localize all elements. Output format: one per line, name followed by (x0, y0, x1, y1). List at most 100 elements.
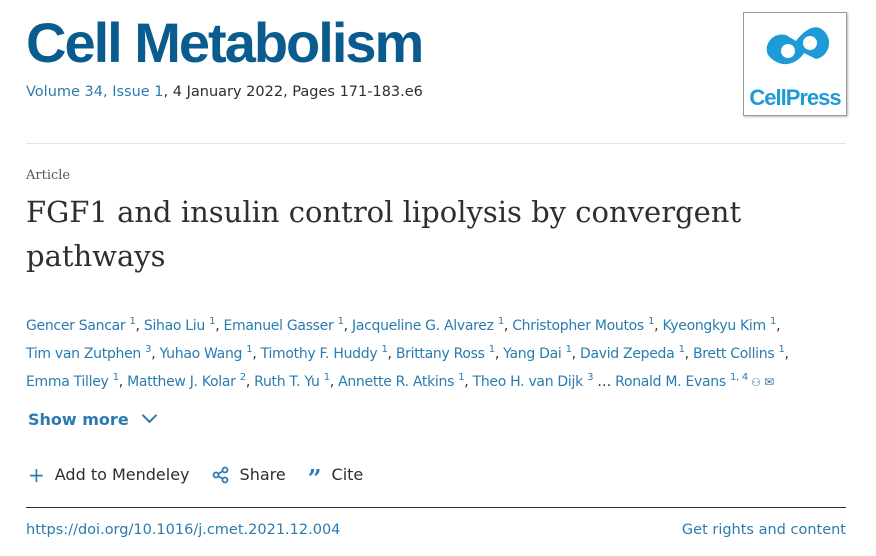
separator: , (784, 346, 789, 362)
author-link[interactable]: Emma Tilley 1 (26, 372, 119, 390)
author-link[interactable]: Emanuel Gasser 1 (223, 316, 344, 334)
share-button[interactable]: Share (212, 465, 286, 484)
affiliation-number: 1 (488, 344, 495, 355)
chevron-down-icon (141, 407, 158, 424)
volume-link[interactable]: Volume 34, Issue 1 (26, 84, 164, 100)
divider (26, 143, 846, 144)
separator: , (494, 346, 504, 362)
affiliation-number: 1 (337, 316, 344, 327)
affiliation-number: 3 (587, 372, 594, 383)
affiliation-number: 1 (112, 372, 119, 383)
show-more-label: Show more (28, 410, 129, 429)
author-link[interactable]: Kyeongkyu Kim 1 (662, 316, 777, 334)
separator: , (215, 318, 224, 334)
cellpress-mark-icon (766, 27, 830, 65)
author-name[interactable]: David Zepeda (579, 346, 675, 362)
author-link[interactable]: Yang Dai 1 (503, 344, 572, 362)
author-name[interactable]: Emma Tilley (26, 374, 109, 390)
separator: , (135, 318, 144, 334)
affiliation-number: 2 (239, 372, 246, 383)
date-pages: , 4 January 2022, Pages 171-183.e6 (163, 84, 423, 100)
author-list: Gencer Sancar 1, Sihao Liu 1, Emanuel Ga… (26, 312, 856, 397)
email-icon[interactable]: ✉ (760, 375, 774, 389)
affiliation-number: 3 (145, 344, 152, 355)
affiliation-number: 1 (209, 316, 216, 327)
separator: , (245, 374, 255, 390)
mendeley-label: Add to Mendeley (54, 465, 190, 484)
author-link[interactable]: David Zepeda 1 (579, 344, 685, 362)
author-name[interactable]: Kyeongkyu Kim (662, 318, 766, 334)
author-link[interactable]: Yuhao Wang 1 (159, 344, 253, 362)
affiliation-number: 1 (129, 316, 136, 327)
author-name[interactable]: Matthew J. Kolar (127, 374, 236, 390)
author-link[interactable]: Jacqueline G. Alvarez 1 (351, 316, 504, 334)
affiliation-number: 1 (381, 344, 388, 355)
cellpress-logo[interactable]: CellPress (743, 12, 847, 116)
separator: , (503, 318, 513, 334)
author-name[interactable]: Brett Collins (692, 346, 775, 362)
author-name[interactable]: Annette R. Atkins (338, 374, 455, 390)
affiliation-number: 1 (678, 344, 685, 355)
quote-icon: ” (307, 464, 322, 493)
affiliation-number: 1 (497, 316, 504, 327)
author-link[interactable]: Brittany Ross 1 (395, 344, 495, 362)
author-link[interactable]: Tim van Zutphen 3 (26, 344, 152, 362)
author-name[interactable]: Ruth T. Yu (254, 374, 320, 390)
show-more-button[interactable]: Show more (28, 407, 158, 429)
separator: , (151, 346, 160, 362)
add-to-mendeley-button[interactable]: + Add to Mendeley (28, 463, 190, 487)
affiliation-number: 1 (770, 316, 777, 327)
separator: , (684, 346, 693, 362)
author-name[interactable]: Ronald M. Evans (615, 374, 726, 390)
author-link[interactable]: Matthew J. Kolar 2 (127, 372, 246, 390)
logo-text: CellPress (749, 85, 841, 110)
author-name[interactable]: Jacqueline G. Alvarez (351, 318, 494, 334)
author-link[interactable]: Brett Collins 1 (692, 344, 785, 362)
affiliation-number: 1 (565, 344, 572, 355)
separator: , (654, 318, 663, 334)
rights-link[interactable]: Get rights and content (681, 522, 846, 538)
separator: , (343, 318, 352, 334)
separator: , (252, 346, 261, 362)
affiliation-number: 1 (246, 344, 253, 355)
affiliation-number: 1 (458, 372, 465, 383)
author-link[interactable]: Christopher Moutos 1 (512, 316, 654, 334)
divider (26, 507, 846, 508)
author-link[interactable]: Ruth T. Yu 1 (254, 372, 330, 390)
separator: , (329, 374, 339, 390)
author-name[interactable]: Christopher Moutos (512, 318, 644, 334)
author-link[interactable]: Gencer Sancar 1 (26, 316, 136, 334)
author-name[interactable]: Yang Dai (503, 346, 562, 362)
article-actions: + Add to Mendeley Share ” Cite (28, 460, 364, 494)
journal-title[interactable]: Cell Metabolism (26, 11, 424, 74)
cite-label: Cite (331, 465, 364, 484)
affiliation-number: 1 (778, 344, 785, 355)
plus-icon: + (28, 462, 45, 487)
author-name[interactable]: Yuhao Wang (159, 346, 243, 362)
author-link[interactable]: Ronald M. Evans 1, 4 (615, 372, 748, 390)
separator: , (571, 346, 580, 362)
separator: , (776, 318, 781, 334)
author-name[interactable]: Tim van Zutphen (26, 346, 141, 362)
ellipsis: … (593, 374, 616, 390)
author-name[interactable]: Brittany Ross (395, 346, 485, 362)
cite-button[interactable]: ” Cite (308, 460, 364, 493)
author-name[interactable]: Timothy F. Huddy (260, 346, 378, 362)
volume-info: Volume 34, Issue 1, 4 January 2022, Page… (26, 84, 423, 100)
author-name[interactable]: Emanuel Gasser (223, 318, 334, 334)
article-type: Article (26, 168, 71, 183)
doi-link[interactable]: https://doi.org/10.1016/j.cmet.2021.12.0… (26, 522, 341, 538)
separator: , (118, 374, 128, 390)
author-name[interactable]: Sihao Liu (143, 318, 205, 334)
author-link[interactable]: Annette R. Atkins 1 (338, 372, 465, 390)
separator: , (387, 346, 396, 362)
author-name[interactable]: Gencer Sancar (26, 318, 126, 334)
author-link[interactable]: Theo H. van Dijk 3 (472, 372, 594, 390)
affiliation-number: 1, 4 (730, 372, 748, 383)
separator: , (464, 374, 473, 390)
author-link[interactable]: Sihao Liu 1 (143, 316, 216, 334)
author-name[interactable]: Theo H. van Dijk (472, 374, 584, 390)
author-link[interactable]: Timothy F. Huddy 1 (260, 344, 388, 362)
article-title: FGF1 and insulin control lipolysis by co… (26, 195, 742, 273)
person-icon[interactable]: ⚇ (747, 376, 761, 389)
